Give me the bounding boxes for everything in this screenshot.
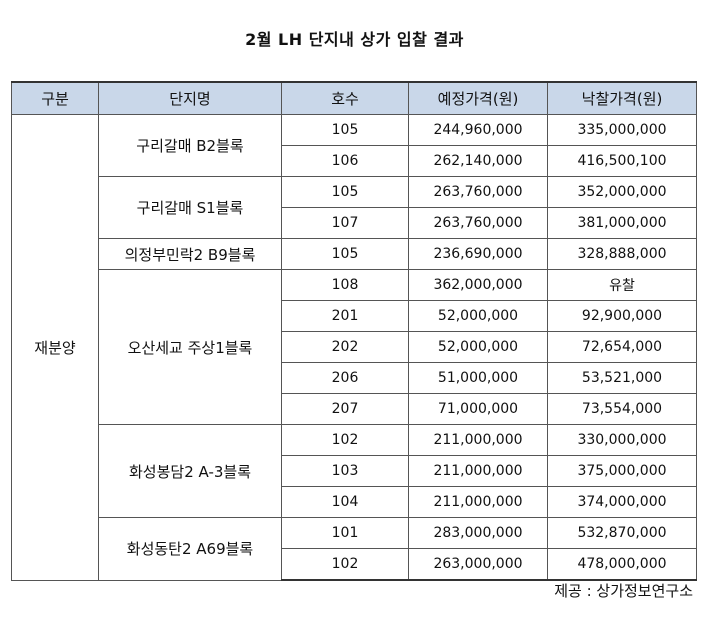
table-body: 재분양 구리갈매 B2블록 105 244,960,000 335,000,000 106… [11, 114, 697, 581]
planned-price-cell: 52,000,000 [408, 331, 548, 363]
planned-price-cell: 71,000,000 [408, 393, 548, 425]
planned-price-cell: 283,000,000 [408, 517, 548, 549]
complex-name-cell: 오산세교 주상1블록 [98, 269, 282, 425]
header-planned-price: 예정가격(원) [408, 81, 548, 115]
unit-cell: 206 [281, 362, 409, 394]
winning-price-cell: 유찰 [547, 269, 697, 301]
table-row: 206 51,000,000 53,521,000 [12, 362, 697, 394]
header-category: 구분 [11, 81, 99, 115]
unit-cell: 101 [281, 517, 409, 549]
unit-cell: 207 [281, 393, 409, 425]
unit-cell: 106 [281, 145, 409, 177]
planned-price-cell: 52,000,000 [408, 300, 548, 332]
table-row: 화성봉담2 A-3블록 102 211,000,000 330,000,000 [12, 424, 697, 518]
winning-price-cell: 92,900,000 [547, 300, 697, 332]
unit-cell: 201 [281, 300, 409, 332]
table-row: 103 211,000,000 375,000,000 [12, 455, 697, 487]
category-cell: 재분양 [11, 114, 99, 581]
planned-price-cell: 262,140,000 [408, 145, 548, 177]
header-winning-price: 낙찰가격(원) [547, 81, 697, 115]
table-row: 102 263,000,000 478,000,000 [12, 548, 697, 581]
unit-cell: 105 [281, 176, 409, 208]
unit-cell: 105 [281, 114, 409, 146]
planned-price-cell: 362,000,000 [408, 269, 548, 301]
table-row: 의정부민락2 B9블록 105 236,690,000 328,888,000 [12, 238, 697, 270]
winning-price-cell: 381,000,000 [547, 207, 697, 239]
winning-price-cell: 73,554,000 [547, 393, 697, 425]
winning-price-cell: 72,654,000 [547, 331, 697, 363]
table-row: 오산세교 주상1블록 108 362,000,000 유찰 [12, 269, 697, 425]
winning-price-cell: 532,870,000 [547, 517, 697, 549]
unit-cell: 108 [281, 269, 409, 301]
complex-name-cell: 구리갈매 S1블록 [98, 176, 282, 239]
winning-price-cell: 352,000,000 [547, 176, 697, 208]
complex-name-cell: 화성봉담2 A-3블록 [98, 424, 282, 518]
table-row: 화성동탄2 A69블록 101 283,000,000 532,870,000 [12, 517, 697, 581]
table-row: 106 262,140,000 416,500,100 [12, 145, 697, 177]
table-row: 104 211,000,000 374,000,000 [12, 486, 697, 518]
table-row: 구리갈매 S1블록 105 263,760,000 352,000,000 [12, 176, 697, 239]
table-row: 202 52,000,000 72,654,000 [12, 331, 697, 363]
planned-price-cell: 51,000,000 [408, 362, 548, 394]
unit-cell: 104 [281, 486, 409, 518]
unit-cell: 107 [281, 207, 409, 239]
source-note: 제공 : 상가정보연구소 [554, 582, 693, 600]
winning-price-cell: 416,500,100 [547, 145, 697, 177]
planned-price-cell: 263,760,000 [408, 176, 548, 208]
winning-price-cell: 53,521,000 [547, 362, 697, 394]
unit-cell: 102 [281, 548, 409, 581]
planned-price-cell: 211,000,000 [408, 455, 548, 487]
winning-price-cell: 328,888,000 [547, 238, 697, 270]
table-row: 107 263,760,000 381,000,000 [12, 207, 697, 239]
winning-price-cell: 330,000,000 [547, 424, 697, 456]
winning-price-cell: 375,000,000 [547, 455, 697, 487]
planned-price-cell: 236,690,000 [408, 238, 548, 270]
winning-price-cell: 478,000,000 [547, 548, 697, 581]
planned-price-cell: 263,000,000 [408, 548, 548, 581]
unit-cell: 105 [281, 238, 409, 270]
table-row: 재분양 구리갈매 B2블록 105 244,960,000 335,000,000 [11, 114, 697, 581]
bid-results-table: 구분 단지명 호수 예정가격(원) 낙찰가격(원) 재분양 구리갈매 B2블록 10… [11, 81, 697, 581]
winning-price-cell: 335,000,000 [547, 114, 697, 146]
planned-price-cell: 263,760,000 [408, 207, 548, 239]
unit-cell: 102 [281, 424, 409, 456]
complex-name-cell: 의정부민락2 B9블록 [98, 238, 282, 270]
planned-price-cell: 211,000,000 [408, 424, 548, 456]
winning-price-cell: 374,000,000 [547, 486, 697, 518]
unit-cell: 103 [281, 455, 409, 487]
planned-price-cell: 244,960,000 [408, 114, 548, 146]
table-row: 207 71,000,000 73,554,000 [12, 393, 697, 425]
header-unit: 호수 [281, 81, 409, 115]
table-header-row: 구분 단지명 호수 예정가격(원) 낙찰가격(원) [11, 81, 697, 115]
complex-name-cell: 구리갈매 B2블록 [98, 114, 282, 177]
page-title: 2월 LH 단지내 상가 입찰 결과 [245, 30, 464, 49]
planned-price-cell: 211,000,000 [408, 486, 548, 518]
header-complex: 단지명 [98, 81, 282, 115]
complex-name-cell: 화성동탄2 A69블록 [98, 517, 282, 581]
unit-cell: 202 [281, 331, 409, 363]
table-row: 201 52,000,000 92,900,000 [12, 300, 697, 332]
